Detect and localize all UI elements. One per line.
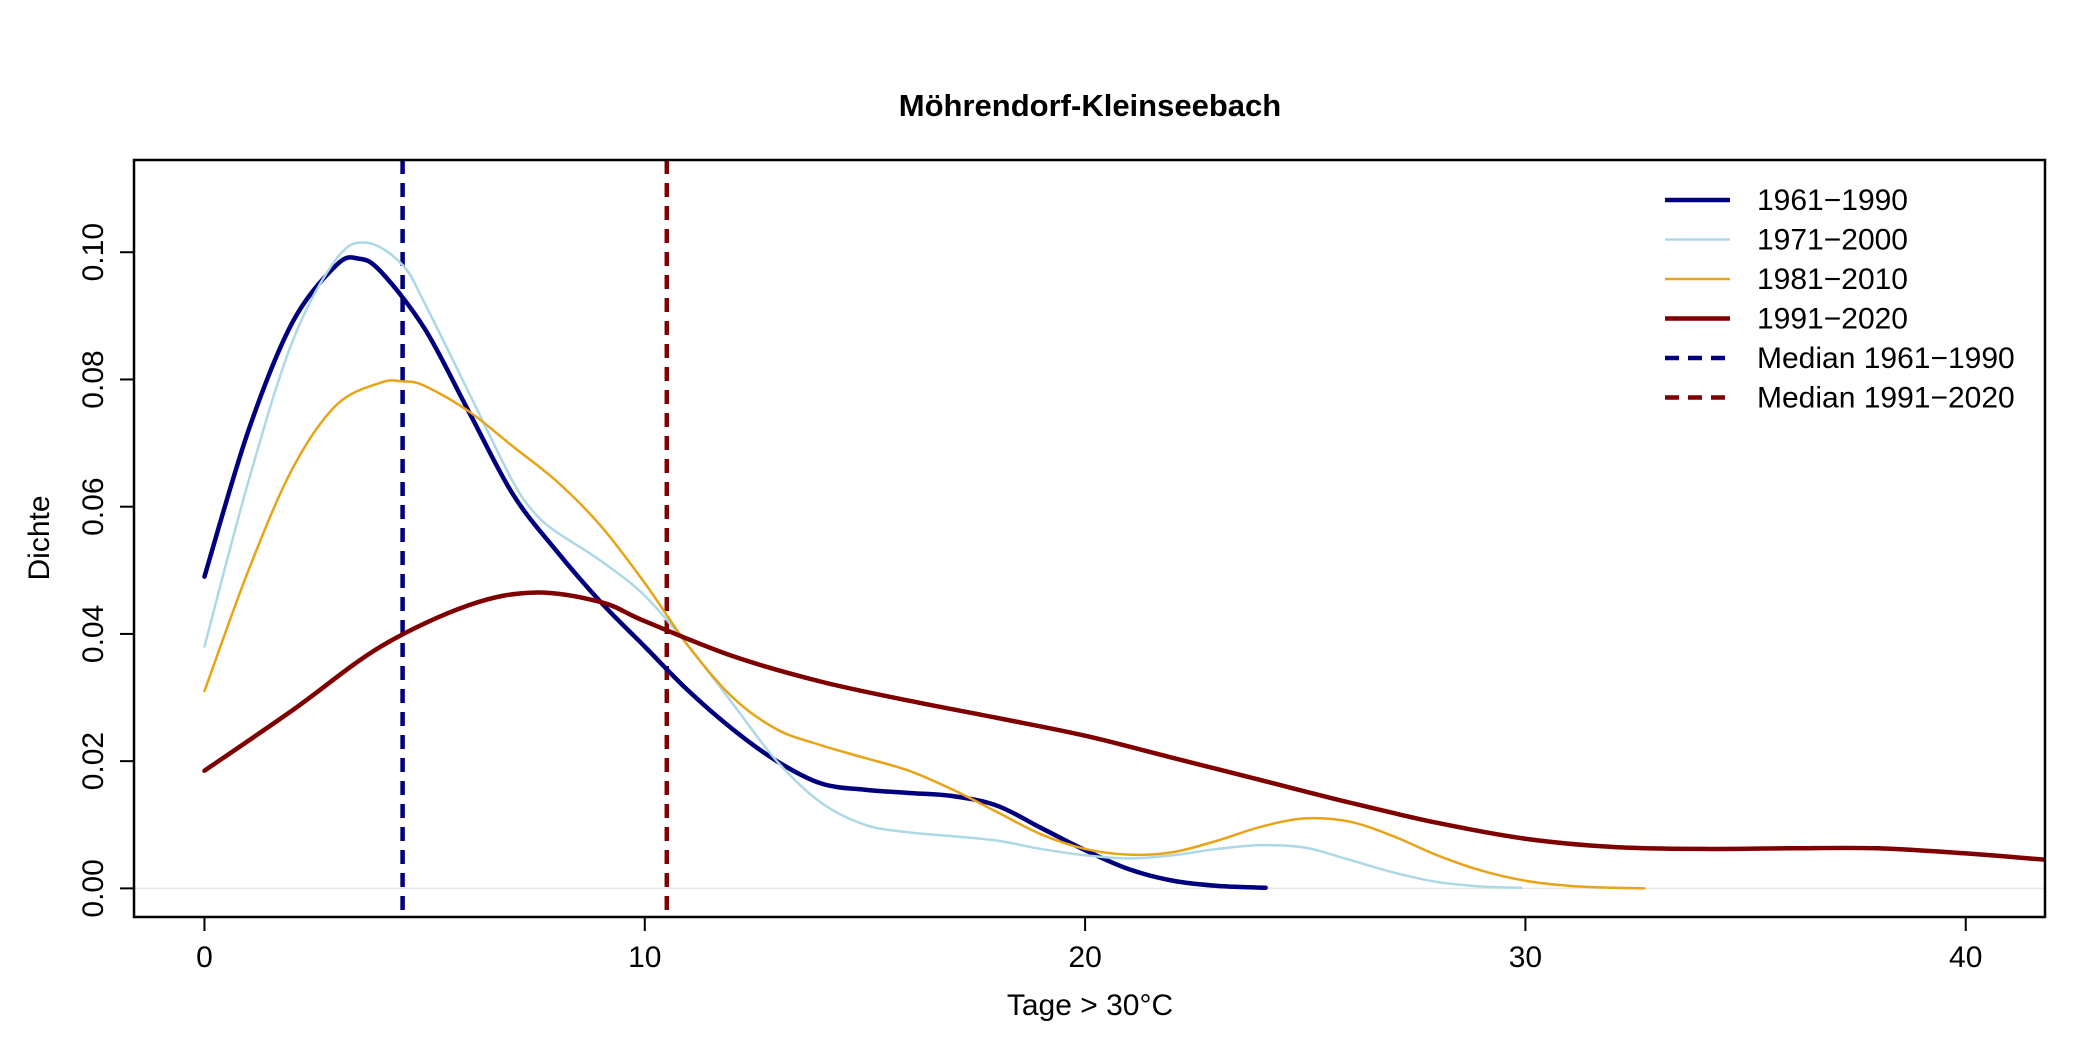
legend-label-1: 1961−1990 bbox=[1757, 184, 1908, 217]
y-tick-label: 0.06 bbox=[77, 478, 110, 536]
density-curve-1 bbox=[202, 255, 1268, 890]
y-axis: 0.00 0.02 0.04 0.06 0.08 0.10 bbox=[77, 223, 134, 918]
y-tick-label: 0.08 bbox=[77, 350, 110, 408]
legend-label-2: 1971−2000 bbox=[1757, 224, 1908, 257]
x-tick-label: 20 bbox=[1068, 941, 1101, 974]
plot-frame bbox=[132, 158, 2047, 919]
legend-label-5: Median 1961−1990 bbox=[1757, 342, 2015, 375]
y-tick-label: 0.04 bbox=[77, 605, 110, 663]
y-tick-label: 0.00 bbox=[77, 859, 110, 917]
chart-title: Möhrendorf-Kleinseebach bbox=[899, 88, 1281, 123]
x-tick-label: 40 bbox=[1949, 941, 1982, 974]
x-axis-label: Tage > 30°C bbox=[1007, 989, 1173, 1022]
density-curve-3 bbox=[203, 379, 1646, 890]
density-curve-2 bbox=[203, 241, 1523, 889]
density-curve-4 bbox=[202, 590, 2045, 862]
x-tick-label: 0 bbox=[196, 941, 213, 974]
median-lines bbox=[400, 160, 670, 917]
density-curves bbox=[202, 241, 2045, 890]
legend-label-6: Median 1991−2020 bbox=[1757, 382, 2015, 415]
y-tick-label: 0.10 bbox=[77, 223, 110, 281]
y-tick-label: 0.02 bbox=[77, 732, 110, 790]
legend: 1961−1990 1971−2000 1981−2010 1991−2020 Medi… bbox=[1665, 184, 2015, 415]
legend-label-3: 1981−2010 bbox=[1757, 263, 1908, 296]
y-axis-label: Dichte bbox=[23, 495, 56, 580]
x-axis: 0 10 20 30 40 bbox=[196, 917, 1982, 974]
x-tick-label: 10 bbox=[628, 941, 661, 974]
legend-label-4: 1991−2020 bbox=[1757, 303, 1908, 336]
x-tick-label: 30 bbox=[1509, 941, 1542, 974]
